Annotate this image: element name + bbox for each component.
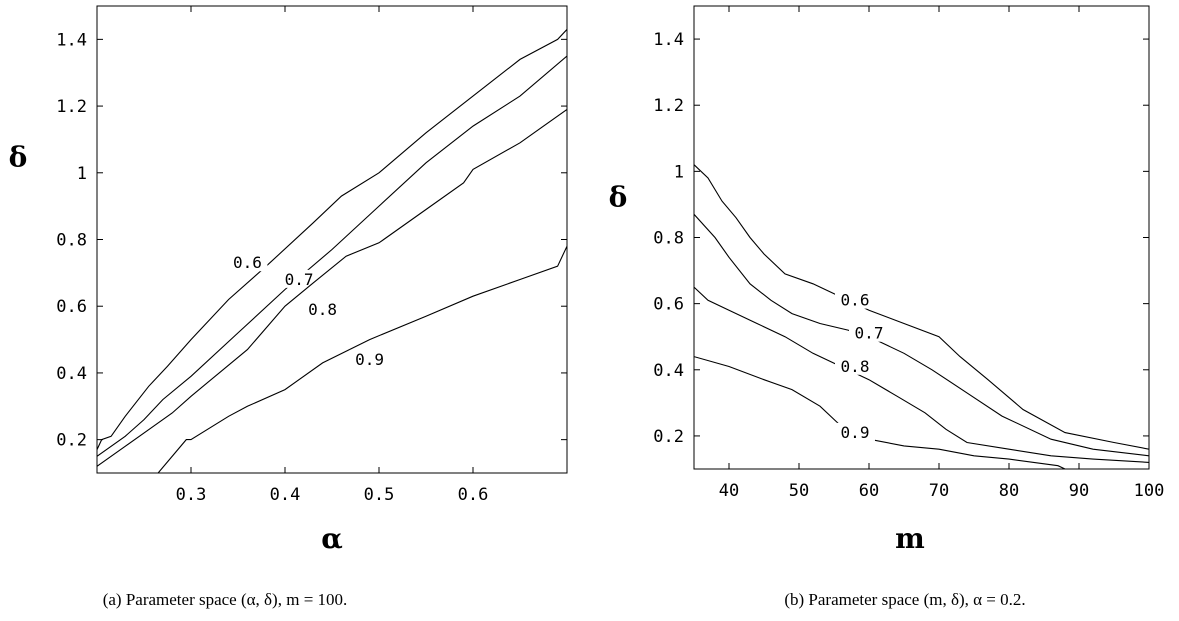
contour-label-bg	[349, 349, 390, 368]
y-tick-label: 1.4	[653, 30, 684, 50]
contour-label-0-8: 0.8	[308, 300, 337, 319]
y-tick-label: 0.8	[653, 229, 684, 249]
contour-label-0-8: 0.8	[841, 357, 870, 376]
contour-line-0-9	[694, 356, 1066, 469]
y-tick-label: 0.2	[56, 431, 87, 451]
ylabel-b: δ	[609, 181, 628, 214]
contour-label-0-9: 0.9	[355, 350, 384, 369]
x-tick-label: 0.3	[176, 485, 207, 505]
y-tick-label: 0.4	[56, 364, 87, 384]
contour-label-bg	[835, 290, 875, 309]
contour-label-0-6: 0.6	[233, 253, 262, 272]
plot-frame-a	[96, 5, 568, 474]
contour-label-bg	[835, 422, 875, 441]
y-tick-label: 1.2	[56, 97, 87, 117]
x-tick-label: 80	[999, 481, 1019, 501]
x-tick-label: 0.4	[270, 485, 301, 505]
y-tick-label: 1.4	[56, 30, 87, 50]
contour-label-bg	[227, 253, 268, 272]
y-tick-label: 1.2	[653, 96, 684, 116]
x-tick-label: 0.5	[364, 485, 395, 505]
contour-label-bg	[279, 269, 320, 288]
x-tick-label: 100	[1134, 481, 1165, 501]
caption-b: (b) Parameter space (m, δ), α = 0.2.	[784, 590, 1025, 609]
xlabel-a: α	[321, 522, 343, 555]
y-tick-label: 1	[77, 164, 87, 184]
y-tick-label: 1	[674, 162, 684, 182]
chart-panel-b: δ m (b) Parameter space (m, δ), α = 0.2.…	[609, 5, 1165, 609]
plot-frame-b	[693, 5, 1150, 470]
contour-label-bg	[302, 299, 343, 318]
contour-label-bg	[835, 356, 875, 375]
y-tick-label: 0.6	[653, 295, 684, 315]
x-tick-label: 40	[719, 481, 739, 501]
contour-line-0-6	[694, 164, 1149, 450]
contour-line-0-7	[97, 55, 567, 457]
xlabel-b: m	[895, 522, 925, 555]
x-tick-label: 70	[929, 481, 949, 501]
contour-line-0-7	[694, 213, 1149, 457]
contour-label-0-7: 0.7	[855, 324, 884, 343]
contour-line-0-8	[694, 286, 1149, 463]
contour-label-0-6: 0.6	[841, 291, 870, 310]
y-tick-label: 0.8	[56, 231, 87, 251]
x-tick-label: 60	[859, 481, 879, 501]
contour-label-0-9: 0.9	[841, 423, 870, 442]
contour-line-0-9	[157, 245, 567, 473]
contour-line-0-8	[97, 108, 567, 467]
x-tick-label: 50	[789, 481, 809, 501]
y-tick-label: 0.2	[653, 427, 684, 447]
chart-panel-a: δ α (a) Parameter space (α, δ), m = 100.…	[9, 5, 568, 609]
ylabel-a: δ	[9, 141, 28, 174]
caption-a: (a) Parameter space (α, δ), m = 100.	[103, 590, 348, 609]
contour-label-bg	[849, 323, 889, 342]
y-tick-label: 0.6	[56, 297, 87, 317]
contour-label-0-7: 0.7	[285, 270, 314, 289]
contour-line-0-6	[97, 29, 567, 450]
y-tick-label: 0.4	[653, 361, 684, 381]
x-tick-label: 0.6	[458, 485, 489, 505]
x-tick-label: 90	[1069, 481, 1089, 501]
